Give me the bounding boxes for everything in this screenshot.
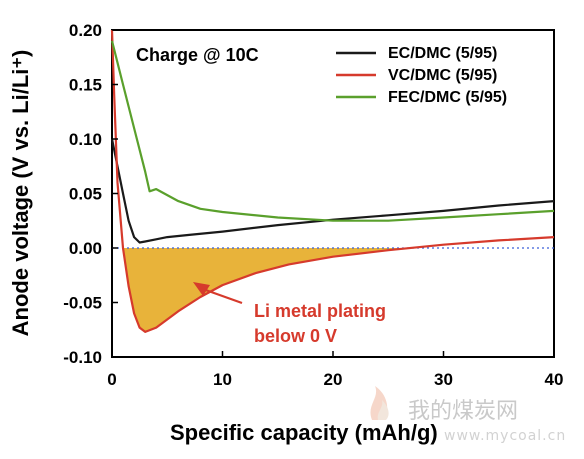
y-tick-label: 0.05 — [69, 185, 102, 204]
series-line-0 — [110, 138, 555, 244]
plating-region-fill — [123, 248, 411, 332]
series-line-2 — [110, 40, 555, 222]
annotation-plating-line2: below 0 V — [254, 326, 337, 346]
watermark-url: www.mycoal.cn — [444, 428, 566, 444]
watermark-text: 我的煤炭网 — [408, 399, 518, 424]
annotation-arrow-head — [193, 282, 210, 296]
legend-label-0: EC/DMC (5/95) — [388, 45, 497, 62]
x-tick-label: 0 — [107, 370, 116, 389]
y-tick-label: 0.10 — [69, 130, 102, 149]
y-axis-label: Anode voltage (V vs. Li/Li⁺) — [8, 50, 33, 337]
legend-label-2: FEC/DMC (5/95) — [388, 89, 507, 106]
chart-annotation-charge-rate: Charge @ 10C — [136, 45, 259, 65]
annotation-plating-line1: Li metal plating — [254, 301, 386, 321]
ticks: 0 10 20 30 40 -0.10 -0.05 0.00 0.05 0.10 0.15 0.20 — [63, 21, 563, 389]
legend: EC/DMC (5/95) VC/DMC (5/95) FEC/DMC (5/95) — [336, 45, 507, 106]
y-tick-label: -0.10 — [63, 348, 102, 367]
x-tick-label: 20 — [324, 370, 343, 389]
y-tick-label: 0.00 — [69, 239, 102, 258]
y-tick-label: 0.15 — [69, 76, 102, 95]
series-group — [110, 29, 555, 333]
y-tick-label: 0.20 — [69, 21, 102, 40]
legend-label-1: VC/DMC (5/95) — [388, 67, 497, 84]
x-tick-label: 10 — [213, 370, 232, 389]
y-tick-label: -0.05 — [63, 294, 102, 313]
watermark-logo-icon — [370, 386, 389, 420]
x-tick-label: 30 — [434, 370, 453, 389]
series-line-1 — [110, 29, 555, 333]
annotation-arrow-shaft — [199, 286, 243, 305]
x-tick-label: 40 — [545, 370, 564, 389]
x-axis-label: Specific capacity (mAh/g) — [170, 420, 438, 445]
